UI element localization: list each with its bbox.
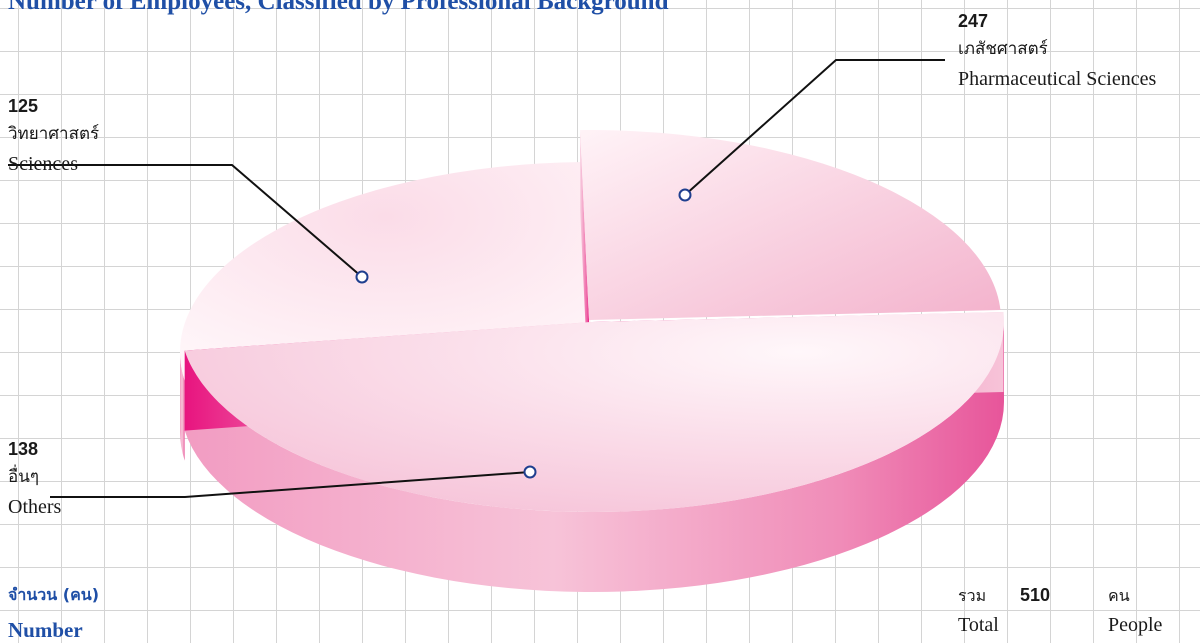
unit-label-en: Number — [8, 618, 83, 642]
slice-value-pharmaceutical: 247 — [958, 11, 989, 31]
chart-title: Number of Employees, Classified by Profe… — [8, 0, 669, 15]
leader-line-pharmaceutical — [684, 59, 945, 196]
total-unit-en: People — [1108, 614, 1163, 636]
total-value: 510 — [1020, 585, 1051, 605]
leader-dot-others — [523, 465, 537, 479]
unit-label-th: จำนวน (คน) — [8, 585, 100, 604]
slice-label-th-others: อื่นๆ — [8, 467, 39, 487]
slice-side-others — [180, 352, 185, 461]
slice-label-en-pharmaceutical: Pharmaceutical Sciences — [958, 68, 1157, 90]
slice-label-th-sciences: วิทยาศาสตร์ — [8, 124, 100, 144]
total-label-en: Total — [958, 614, 999, 636]
leader-dot-sciences — [355, 270, 369, 284]
slice-label-th-pharmaceutical: เภสัชศาสตร์ — [958, 39, 1048, 59]
slice-label-en-others: Others — [8, 496, 62, 518]
total-label-th: รวม — [958, 586, 987, 605]
total-unit-th: คน — [1108, 586, 1130, 605]
slice-top-pharmaceutical — [184, 312, 1004, 512]
leader-dot-pharmaceutical — [678, 188, 692, 202]
slice-label-others: 138 อื่นๆ Others — [8, 440, 61, 517]
slice-label-sciences: 125 วิทยาศาสตร์ Sciences — [8, 97, 99, 174]
slice-label-pharmaceutical: 247 เภสัชศาสตร์ Pharmaceutical Sciences — [958, 12, 1156, 89]
slice-side-pharmaceutical — [184, 322, 1004, 593]
slice-value-others: 138 — [8, 439, 39, 459]
leader-line-sciences — [8, 164, 363, 278]
unit-label: จำนวน (คน) Number — [8, 583, 99, 643]
slice-value-sciences: 125 — [8, 96, 39, 116]
slice-top-sciences — [580, 130, 1001, 320]
slice-label-en-sciences: Sciences — [8, 153, 78, 175]
leader-line-others — [50, 471, 531, 498]
slice-top-others — [180, 162, 593, 381]
